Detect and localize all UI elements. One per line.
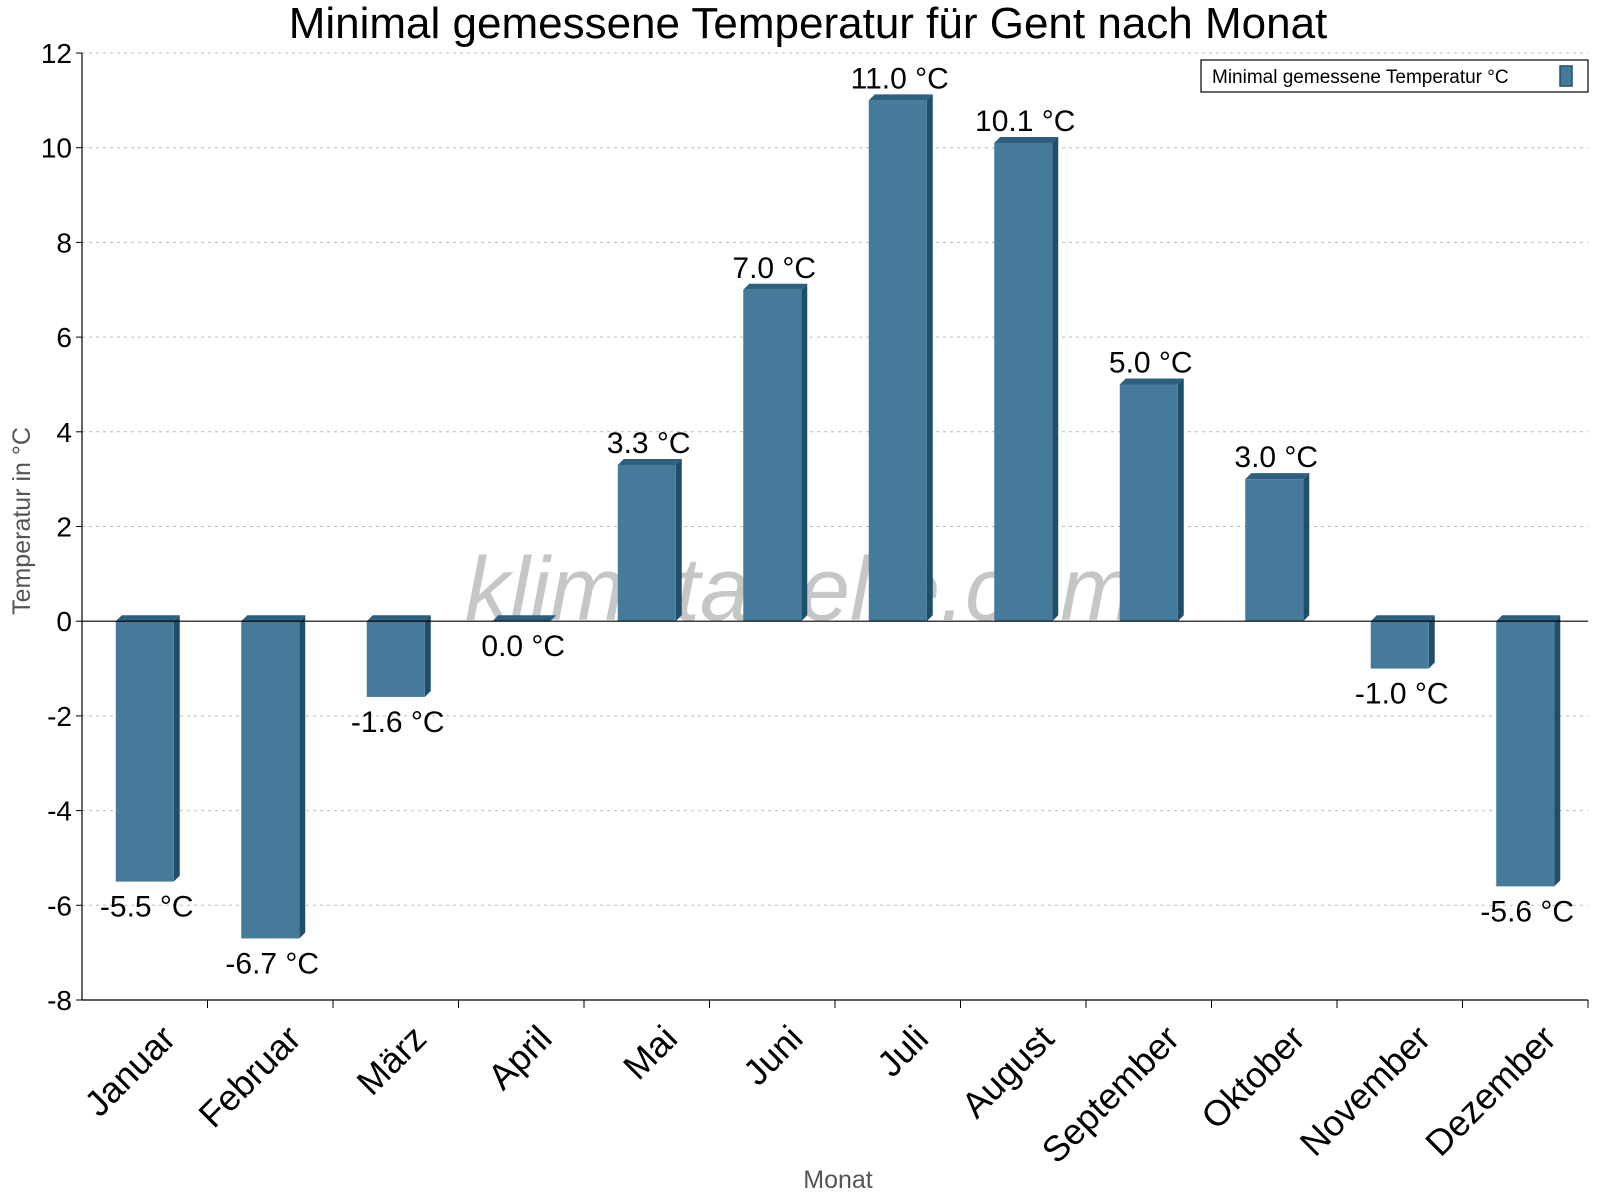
y-axis-label: Temperatur in °C: [8, 427, 36, 615]
x-tick-label: August: [953, 1017, 1061, 1125]
data-label: 11.0 °C: [851, 62, 949, 95]
bar-side-face: [424, 615, 431, 697]
y-tick-label: -4: [47, 796, 72, 827]
bar-top-face: [994, 136, 1059, 143]
x-tick-label: September: [1034, 1017, 1188, 1171]
legend: Minimal gemessene Temperatur °C: [1200, 59, 1589, 93]
bar-top-face: [1496, 615, 1561, 622]
legend-series-name: Minimal gemessene Temperatur °C: [1212, 67, 1509, 88]
bar-top-face: [617, 458, 682, 465]
bar-juni: [743, 289, 802, 622]
x-tick-label: Januar: [76, 1017, 183, 1124]
bar-mai: [617, 464, 676, 622]
bar-top-face: [241, 615, 306, 622]
data-label: 10.1 °C: [975, 105, 1075, 138]
y-tick-label: 10: [41, 133, 72, 164]
x-tick-label: Februar: [190, 1017, 308, 1135]
x-tick-label: Oktober: [1193, 1017, 1313, 1137]
bar-september: [1119, 384, 1178, 622]
bar-januar: [115, 621, 174, 882]
bar-top-face: [1245, 473, 1310, 480]
bar-side-face: [1428, 615, 1435, 669]
bar-februar: [241, 621, 300, 939]
bar-top-face: [1119, 378, 1184, 385]
y-tick-label: 2: [56, 512, 72, 543]
bar-side-face: [1303, 473, 1310, 622]
y-tick-label: 6: [56, 322, 72, 353]
bar-side-face: [1554, 615, 1561, 887]
bar-top-face: [743, 283, 808, 290]
bar-side-face: [1052, 136, 1059, 622]
legend-frame: [1200, 59, 1589, 93]
bar-side-face: [299, 615, 306, 939]
x-tick-label: Juli: [869, 1017, 936, 1084]
data-label: -6.7 °C: [225, 947, 319, 980]
bar-top-face: [1370, 615, 1435, 622]
x-axis-label: Monat: [803, 1166, 873, 1194]
data-label: -5.5 °C: [100, 891, 194, 924]
x-tick-label: März: [349, 1017, 435, 1103]
legend-swatch: [1559, 65, 1573, 87]
bar-top-face: [115, 615, 180, 622]
bars-layer: [115, 94, 1561, 939]
bar-top-face: [492, 615, 557, 622]
data-label: 3.0 °C: [1234, 441, 1318, 474]
y-tick-label: 12: [41, 38, 72, 69]
bar-side-face: [1177, 378, 1184, 622]
x-tick-label: April: [480, 1017, 560, 1097]
bar-märz: [366, 621, 425, 697]
y-tick-label: -8: [47, 985, 72, 1016]
data-labels-layer: -5.5 °C -6.7 °C -1.6 °C 0.0 °C 3.3 °C 7.0 °C 1…: [100, 62, 1574, 980]
data-label: 3.3 °C: [607, 427, 691, 460]
bar-dezember: [1496, 621, 1555, 887]
chart-title: Minimal gemessene Temperatur für Gent na…: [289, 0, 1328, 48]
x-tick-label: Juni: [735, 1017, 811, 1093]
x-tick-label: Mai: [615, 1017, 685, 1087]
bar-top-face: [868, 94, 933, 101]
y-tick-label: 8: [56, 227, 72, 258]
bar-november: [1370, 621, 1429, 669]
bar-oktober: [1245, 479, 1304, 622]
x-tick-label: November: [1292, 1017, 1438, 1163]
bar-august: [994, 142, 1053, 622]
data-label: -1.6 °C: [351, 706, 445, 739]
data-label: 5.0 °C: [1109, 346, 1193, 379]
bar-juli: [868, 100, 927, 622]
bar-side-face: [801, 283, 808, 622]
y-tick-label: 4: [56, 417, 72, 448]
bar-side-face: [926, 94, 933, 622]
grid-layer: [82, 52, 1588, 1001]
bar-side-face: [675, 458, 682, 622]
data-label: 0.0 °C: [481, 630, 565, 663]
data-label: -1.0 °C: [1355, 678, 1449, 711]
bar-top-face: [366, 615, 431, 622]
data-label: 7.0 °C: [732, 252, 816, 285]
y-tick-label: -2: [47, 701, 72, 732]
x-tick-label: Dezember: [1417, 1017, 1563, 1163]
y-tick-label: -6: [47, 890, 72, 921]
data-label: -5.6 °C: [1480, 895, 1574, 928]
bar-side-face: [173, 615, 180, 882]
y-tick-label: 0: [56, 606, 72, 637]
